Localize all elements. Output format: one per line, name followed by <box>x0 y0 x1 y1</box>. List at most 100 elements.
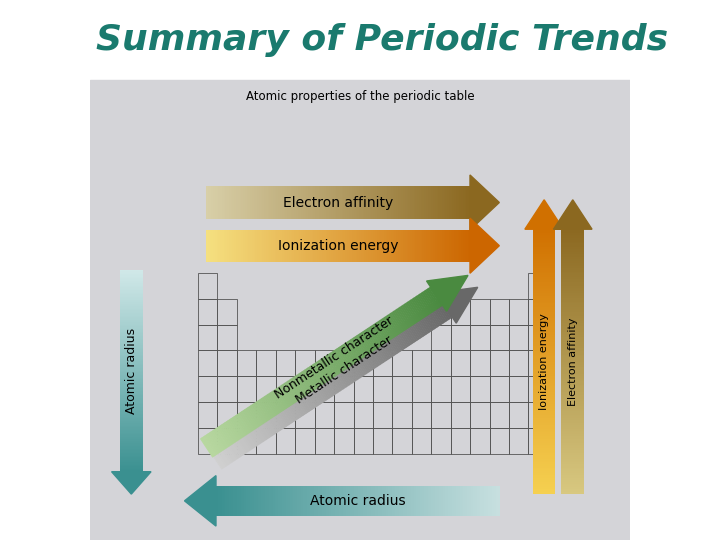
Bar <box>458 230 461 262</box>
Bar <box>354 428 373 454</box>
Bar <box>120 275 143 277</box>
Bar <box>208 186 211 219</box>
Bar <box>562 306 584 309</box>
Bar <box>344 486 347 516</box>
Bar <box>562 364 584 367</box>
Polygon shape <box>209 449 223 470</box>
Bar <box>562 340 584 342</box>
Polygon shape <box>415 295 429 316</box>
Polygon shape <box>266 394 280 414</box>
Bar <box>435 230 438 262</box>
Bar <box>215 186 217 219</box>
Bar <box>449 186 451 219</box>
Bar <box>295 350 315 376</box>
Bar <box>562 448 584 450</box>
Bar <box>420 230 423 262</box>
Bar <box>354 486 357 516</box>
Bar <box>451 230 454 262</box>
Bar <box>474 486 478 516</box>
Polygon shape <box>554 200 592 229</box>
Polygon shape <box>426 306 441 327</box>
Polygon shape <box>282 384 296 404</box>
Bar <box>120 270 143 272</box>
Polygon shape <box>276 404 292 425</box>
Bar <box>468 186 471 219</box>
Polygon shape <box>349 357 364 377</box>
Bar <box>562 480 584 482</box>
Bar <box>243 186 246 219</box>
Bar <box>329 486 333 516</box>
Polygon shape <box>320 376 334 396</box>
Polygon shape <box>232 416 246 436</box>
Polygon shape <box>307 384 322 404</box>
Bar <box>396 230 399 262</box>
Polygon shape <box>251 422 265 442</box>
Bar <box>533 414 556 416</box>
Bar <box>533 245 556 247</box>
Bar <box>533 430 556 433</box>
Bar <box>266 230 269 262</box>
Polygon shape <box>218 443 233 463</box>
Bar <box>562 232 584 234</box>
Bar <box>120 438 143 440</box>
Bar <box>498 486 500 516</box>
Bar <box>562 485 584 487</box>
Polygon shape <box>218 426 233 446</box>
Polygon shape <box>364 329 379 349</box>
Bar <box>533 266 556 268</box>
Polygon shape <box>261 415 276 435</box>
Bar <box>217 350 237 376</box>
Bar <box>261 230 264 262</box>
Bar <box>282 186 284 219</box>
Bar <box>253 186 256 219</box>
Bar <box>380 486 383 516</box>
Bar <box>271 186 274 219</box>
Polygon shape <box>414 314 428 335</box>
Bar <box>390 486 392 516</box>
Polygon shape <box>212 429 227 450</box>
Bar <box>533 315 556 318</box>
Polygon shape <box>323 374 338 395</box>
Bar <box>533 333 556 335</box>
Bar <box>120 340 143 342</box>
Bar <box>401 230 404 262</box>
Bar <box>307 486 310 516</box>
Bar <box>120 404 143 406</box>
Polygon shape <box>525 200 564 229</box>
Polygon shape <box>416 294 431 315</box>
Bar <box>562 284 584 286</box>
Bar <box>384 230 387 262</box>
Bar <box>399 486 402 516</box>
Bar <box>562 478 584 480</box>
Bar <box>120 434 143 436</box>
Polygon shape <box>386 315 400 335</box>
Bar <box>120 382 143 383</box>
Polygon shape <box>220 424 234 444</box>
Bar <box>256 186 258 219</box>
Bar <box>275 186 277 219</box>
Polygon shape <box>298 390 312 411</box>
Bar <box>420 186 423 219</box>
Polygon shape <box>235 432 250 453</box>
Polygon shape <box>398 307 413 327</box>
Polygon shape <box>357 352 372 372</box>
Bar <box>562 456 584 459</box>
Bar <box>284 186 287 219</box>
Bar <box>354 350 373 376</box>
Bar <box>562 336 584 339</box>
Bar <box>120 435 143 437</box>
Bar <box>120 360 143 362</box>
Bar <box>562 329 584 332</box>
Bar <box>562 234 584 237</box>
Bar <box>562 389 584 392</box>
Bar <box>533 446 556 448</box>
Polygon shape <box>335 348 349 368</box>
Bar <box>562 331 584 333</box>
Bar <box>265 486 268 516</box>
Bar <box>385 186 388 219</box>
Bar <box>312 230 315 262</box>
Bar <box>446 486 449 516</box>
Bar <box>410 186 413 219</box>
Bar <box>352 186 355 219</box>
Bar <box>380 230 383 262</box>
